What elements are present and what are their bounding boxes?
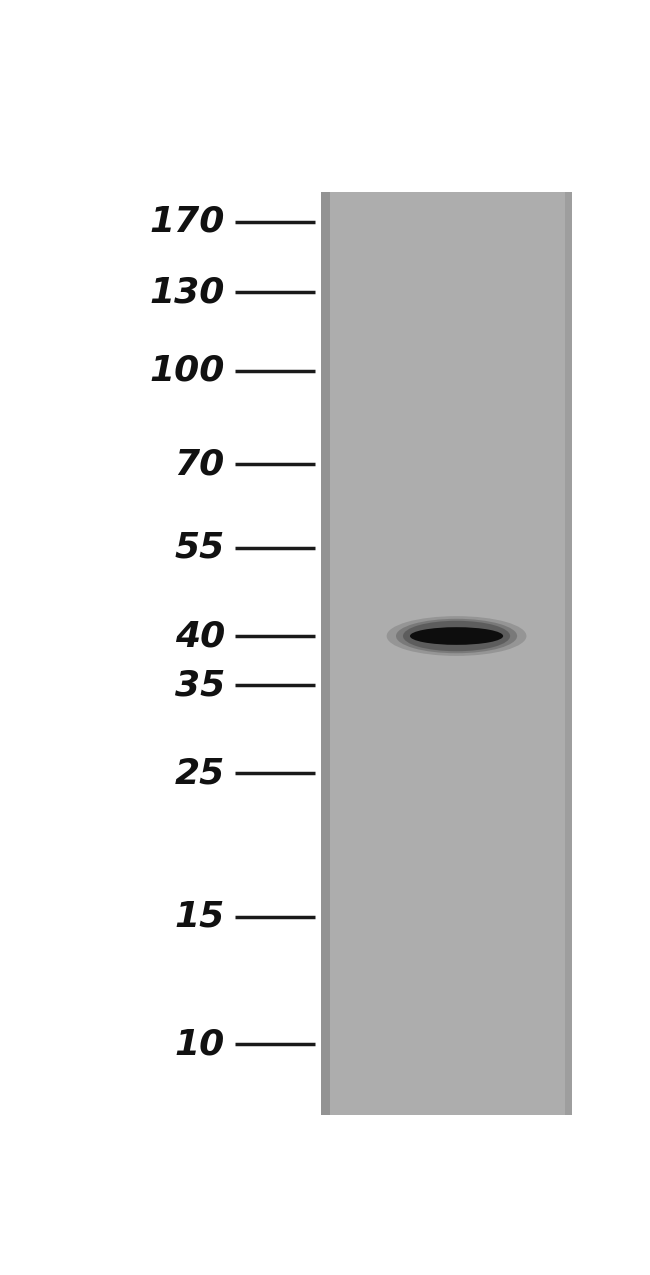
Ellipse shape <box>410 627 503 645</box>
Text: 170: 170 <box>150 205 225 238</box>
Text: 130: 130 <box>150 275 225 310</box>
Text: 35: 35 <box>175 668 225 703</box>
Text: 70: 70 <box>175 448 225 481</box>
Ellipse shape <box>387 616 526 655</box>
Bar <box>565 193 573 1116</box>
Bar <box>320 193 330 1116</box>
Ellipse shape <box>396 618 517 653</box>
Text: 55: 55 <box>175 530 225 565</box>
Text: 40: 40 <box>175 620 225 653</box>
Text: 15: 15 <box>175 900 225 933</box>
Text: 100: 100 <box>150 354 225 388</box>
Bar <box>320 193 573 1116</box>
Text: 25: 25 <box>175 756 225 790</box>
Text: 10: 10 <box>175 1028 225 1061</box>
Ellipse shape <box>403 621 510 652</box>
